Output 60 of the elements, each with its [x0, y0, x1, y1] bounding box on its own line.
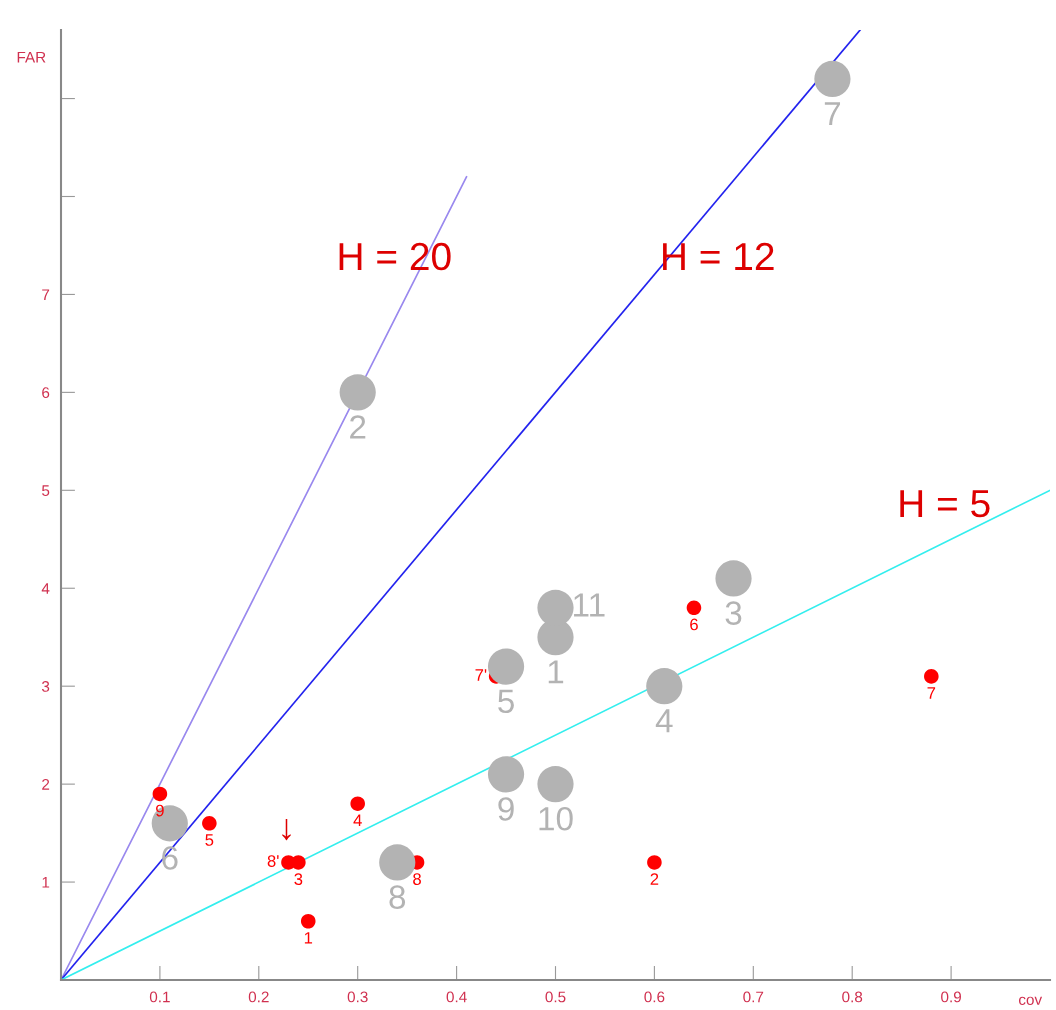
annotation: 1: [548, 660, 564, 684]
annotation: 2: [650, 873, 659, 885]
x-tick-label: 0.8: [842, 991, 863, 1003]
point: [715, 560, 752, 597]
annotation: 7': [475, 669, 487, 681]
x-axis-title: cov: [1018, 996, 1043, 1005]
point: [647, 855, 662, 870]
point: [487, 648, 525, 685]
point: [151, 805, 188, 842]
annotation: H = 20: [339, 242, 451, 271]
annotation: 4: [655, 709, 673, 733]
point: [152, 786, 168, 802]
point: [537, 766, 574, 803]
x-tick-label: 0.6: [644, 991, 665, 1003]
y-tick-label: 3: [41, 681, 50, 692]
annotation: 5: [498, 689, 514, 714]
point: [487, 756, 525, 793]
point: [291, 855, 306, 870]
annotation: 6: [690, 618, 698, 631]
annotation: 6: [162, 846, 178, 870]
x-tick-label: 0.5: [545, 991, 566, 1003]
y-tick-label: 2: [42, 778, 50, 790]
point: [202, 816, 217, 831]
x-tick-label: 0.7: [743, 991, 764, 1003]
point: [300, 913, 316, 929]
annotation: ↓: [282, 818, 291, 841]
point: [350, 796, 365, 811]
annotation: H = 5: [900, 490, 990, 518]
annotation: 10: [539, 806, 573, 831]
annotation: 8: [389, 885, 406, 909]
y-axis-title: FAR: [17, 51, 46, 63]
x-tick-label: 0.1: [149, 991, 170, 1003]
annotation: 2: [350, 415, 366, 439]
x-tick-label: 0.3: [347, 991, 368, 1003]
point: [924, 669, 939, 684]
x-tick-label: 0.4: [446, 991, 467, 1003]
y-tick-label: 6: [42, 387, 50, 399]
annotation: 5: [205, 834, 214, 846]
point: [339, 374, 376, 411]
annotation: 3: [294, 873, 303, 885]
y-tick-label: 5: [42, 485, 50, 496]
annotation: 7: [824, 102, 841, 126]
annotation: 4: [353, 814, 362, 827]
point: [537, 589, 574, 626]
point: [814, 60, 851, 98]
y-tick-label: 4: [41, 583, 50, 594]
point: [686, 600, 702, 616]
point: [646, 668, 683, 705]
annotation: 8: [413, 873, 421, 885]
x-tick-label: 0.2: [248, 991, 269, 1003]
annotation: 8': [267, 855, 279, 867]
annotation: 7: [927, 687, 936, 699]
annotation: 1: [304, 932, 313, 944]
annotation: 11: [574, 593, 605, 617]
annotation: 9: [156, 804, 164, 817]
y-tick-label: 7: [42, 289, 50, 300]
x-tick-label: 0.9: [941, 991, 961, 1003]
y-tick-label: 1: [42, 877, 50, 888]
annotation: 3: [725, 601, 742, 625]
annotation: 9: [498, 797, 514, 821]
